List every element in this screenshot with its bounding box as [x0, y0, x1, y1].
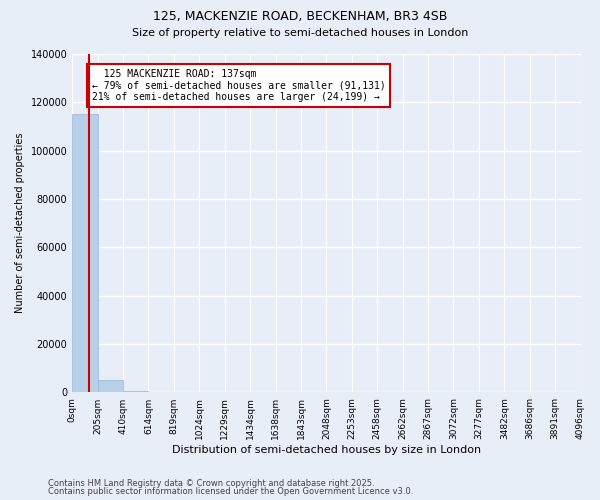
- Bar: [98, 380, 123, 392]
- Text: Contains HM Land Registry data © Crown copyright and database right 2025.: Contains HM Land Registry data © Crown c…: [48, 478, 374, 488]
- Bar: [123, 390, 148, 392]
- Text: 125 MACKENZIE ROAD: 137sqm
← 79% of semi-detached houses are smaller (91,131)
21: 125 MACKENZIE ROAD: 137sqm ← 79% of semi…: [92, 69, 386, 102]
- Title: 125, MACKENZIE ROAD, BECKENHAM, BR3 4SB
Size of property relative to semi-detach: 125, MACKENZIE ROAD, BECKENHAM, BR3 4SB …: [0, 499, 1, 500]
- Text: 125, MACKENZIE ROAD, BECKENHAM, BR3 4SB: 125, MACKENZIE ROAD, BECKENHAM, BR3 4SB: [153, 10, 447, 23]
- Text: Contains public sector information licensed under the Open Government Licence v3: Contains public sector information licen…: [48, 487, 413, 496]
- Text: Size of property relative to semi-detached houses in London: Size of property relative to semi-detach…: [132, 28, 468, 38]
- X-axis label: Distribution of semi-detached houses by size in London: Distribution of semi-detached houses by …: [172, 445, 481, 455]
- Y-axis label: Number of semi-detached properties: Number of semi-detached properties: [15, 133, 25, 314]
- Bar: [72, 114, 98, 392]
